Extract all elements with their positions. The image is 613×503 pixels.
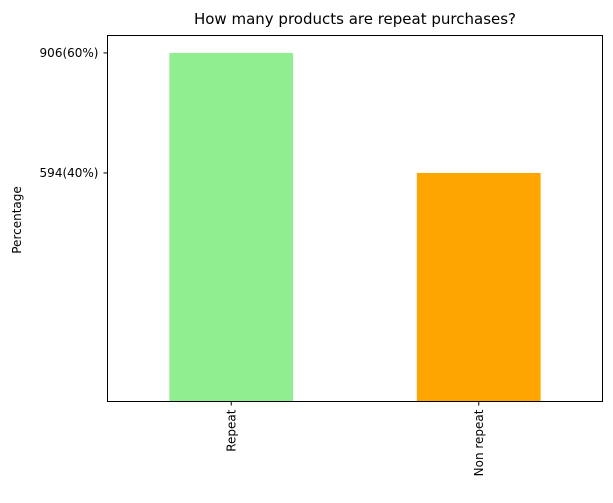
y-axis-ticks: 906(60%) 594(40%) bbox=[40, 46, 108, 180]
x-tick-label: Non repeat bbox=[472, 409, 486, 476]
plot-frame bbox=[107, 35, 603, 402]
y-axis-label: Percentage bbox=[10, 186, 24, 254]
y-tick-label: 906(60%) bbox=[40, 46, 99, 60]
bars-group bbox=[169, 52, 541, 402]
x-tick-label: Repeat bbox=[224, 409, 238, 452]
x-axis-ticks: Repeat Non repeat bbox=[224, 401, 486, 476]
bar-non-repeat bbox=[416, 172, 541, 402]
bar-repeat bbox=[169, 52, 294, 402]
y-tick-label: 594(40%) bbox=[40, 166, 99, 180]
chart-title: How many products are repeat purchases? bbox=[194, 10, 516, 28]
